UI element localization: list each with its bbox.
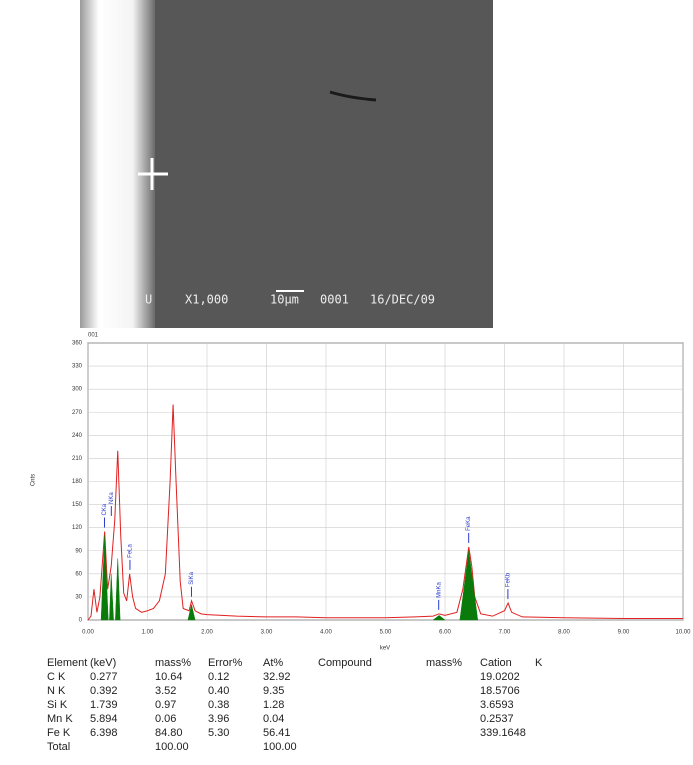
- y-tick-label: 0: [79, 618, 83, 624]
- table-header: Cation: [480, 657, 512, 669]
- table-cell: 0.97: [155, 699, 176, 711]
- peak-area: [432, 615, 446, 621]
- y-tick-label: 120: [72, 525, 83, 531]
- y-tick-label: 180: [72, 479, 83, 485]
- annotation: MnKa: [436, 582, 442, 598]
- annotation: FeKb: [505, 572, 511, 587]
- x-tick-label: 6.00: [439, 630, 451, 636]
- annotation: NKa: [109, 492, 115, 504]
- table-cell: 56.41: [263, 727, 291, 739]
- annotation: FeKa: [466, 516, 472, 531]
- table-cell: 339.1648: [480, 727, 526, 739]
- table-cell: 10.64: [155, 671, 183, 683]
- table-cell: 0.06: [155, 713, 176, 725]
- table-header: (keV): [90, 657, 116, 669]
- y-tick-label: 300: [72, 387, 83, 393]
- table-cell: 1.739: [90, 699, 118, 711]
- table-cell: C K: [47, 671, 66, 683]
- x-tick-label: 9.00: [618, 630, 630, 636]
- table-cell: Si K: [47, 699, 68, 711]
- table-cell: 9.35: [263, 685, 284, 697]
- x-tick-label: 10.00: [675, 630, 691, 636]
- x-tick-label: 5.00: [380, 630, 392, 636]
- table-cell: N K: [47, 685, 66, 697]
- x-tick-label: 2.00: [201, 630, 213, 636]
- table-cell: 18.5706: [480, 685, 520, 697]
- y-tick-label: 90: [75, 548, 82, 554]
- table-cell: 0.12: [208, 671, 229, 683]
- y-tick-label: 150: [72, 502, 83, 508]
- x-tick-label: 0.00: [82, 630, 94, 636]
- table-header: At%: [263, 657, 283, 669]
- sem-caption: X1,000: [185, 293, 228, 307]
- table-cell: 100.00: [263, 741, 297, 753]
- table-cell: 5.30: [208, 727, 229, 739]
- table-cell: 0.40: [208, 685, 229, 697]
- table-cell: 0.277: [90, 671, 118, 683]
- chart-title: 001: [88, 333, 99, 339]
- table-cell: 3.96: [208, 713, 229, 725]
- sem-crack: [329, 90, 377, 102]
- sem-caption: U: [145, 293, 152, 307]
- y-tick-label: 60: [75, 571, 82, 577]
- y-tick-label: 270: [72, 410, 83, 416]
- table-cell: 0.392: [90, 685, 118, 697]
- x-tick-label: 1.00: [142, 630, 154, 636]
- sem-caption: 10µm: [270, 293, 299, 307]
- table-header: Element: [47, 657, 87, 669]
- table-cell: 6.398: [90, 727, 118, 739]
- y-tick-label: 330: [72, 364, 83, 370]
- table-cell: 32.92: [263, 671, 291, 683]
- peak-area: [459, 550, 479, 621]
- table-cell: 0.04: [263, 713, 284, 725]
- table-header: Error%: [208, 657, 242, 669]
- annotation: SiKa: [189, 571, 195, 584]
- table-cell: 0.2537: [480, 713, 514, 725]
- table-cell: Mn K: [47, 713, 73, 725]
- peak-area: [187, 604, 196, 621]
- annotation: CKa: [102, 503, 108, 515]
- table-cell: 84.80: [155, 727, 183, 739]
- crosshair: [138, 158, 168, 190]
- y-tick-label: 240: [72, 433, 83, 439]
- table-cell: 5.894: [90, 713, 118, 725]
- x-tick-label: 8.00: [558, 630, 570, 636]
- table-cell: 3.6593: [480, 699, 514, 711]
- peak-area: [109, 573, 114, 621]
- table-cell: 19.0202: [480, 671, 520, 683]
- y-tick-label: 210: [72, 456, 83, 462]
- sem-caption: 16/DEC/09: [370, 293, 435, 307]
- y-tick-label: 360: [72, 341, 83, 347]
- annotation: FeLa: [128, 543, 134, 557]
- table-cell: 0.38: [208, 699, 229, 711]
- table-cell: Total: [47, 741, 70, 753]
- y-tick-label: 30: [75, 594, 82, 600]
- x-tick-label: 4.00: [320, 630, 332, 636]
- table-cell: Fe K: [47, 727, 71, 739]
- x-tick-label: 7.00: [499, 630, 511, 636]
- table-cell: 100.00: [155, 741, 189, 753]
- table-header: Compound: [318, 657, 372, 669]
- table-cell: 3.52: [155, 685, 176, 697]
- peak-area: [100, 535, 109, 621]
- sem-caption: 0001: [320, 293, 349, 307]
- table-header: mass%: [426, 657, 462, 669]
- table-header: K: [535, 657, 543, 669]
- x-tick-label: 3.00: [261, 630, 273, 636]
- x-axis-label: keV: [380, 646, 390, 652]
- table-cell: 1.28: [263, 699, 284, 711]
- sem-edge: [80, 0, 155, 328]
- table-header: mass%: [155, 657, 191, 669]
- peak-area: [115, 558, 121, 621]
- y-axis-label: Cnts: [31, 474, 37, 486]
